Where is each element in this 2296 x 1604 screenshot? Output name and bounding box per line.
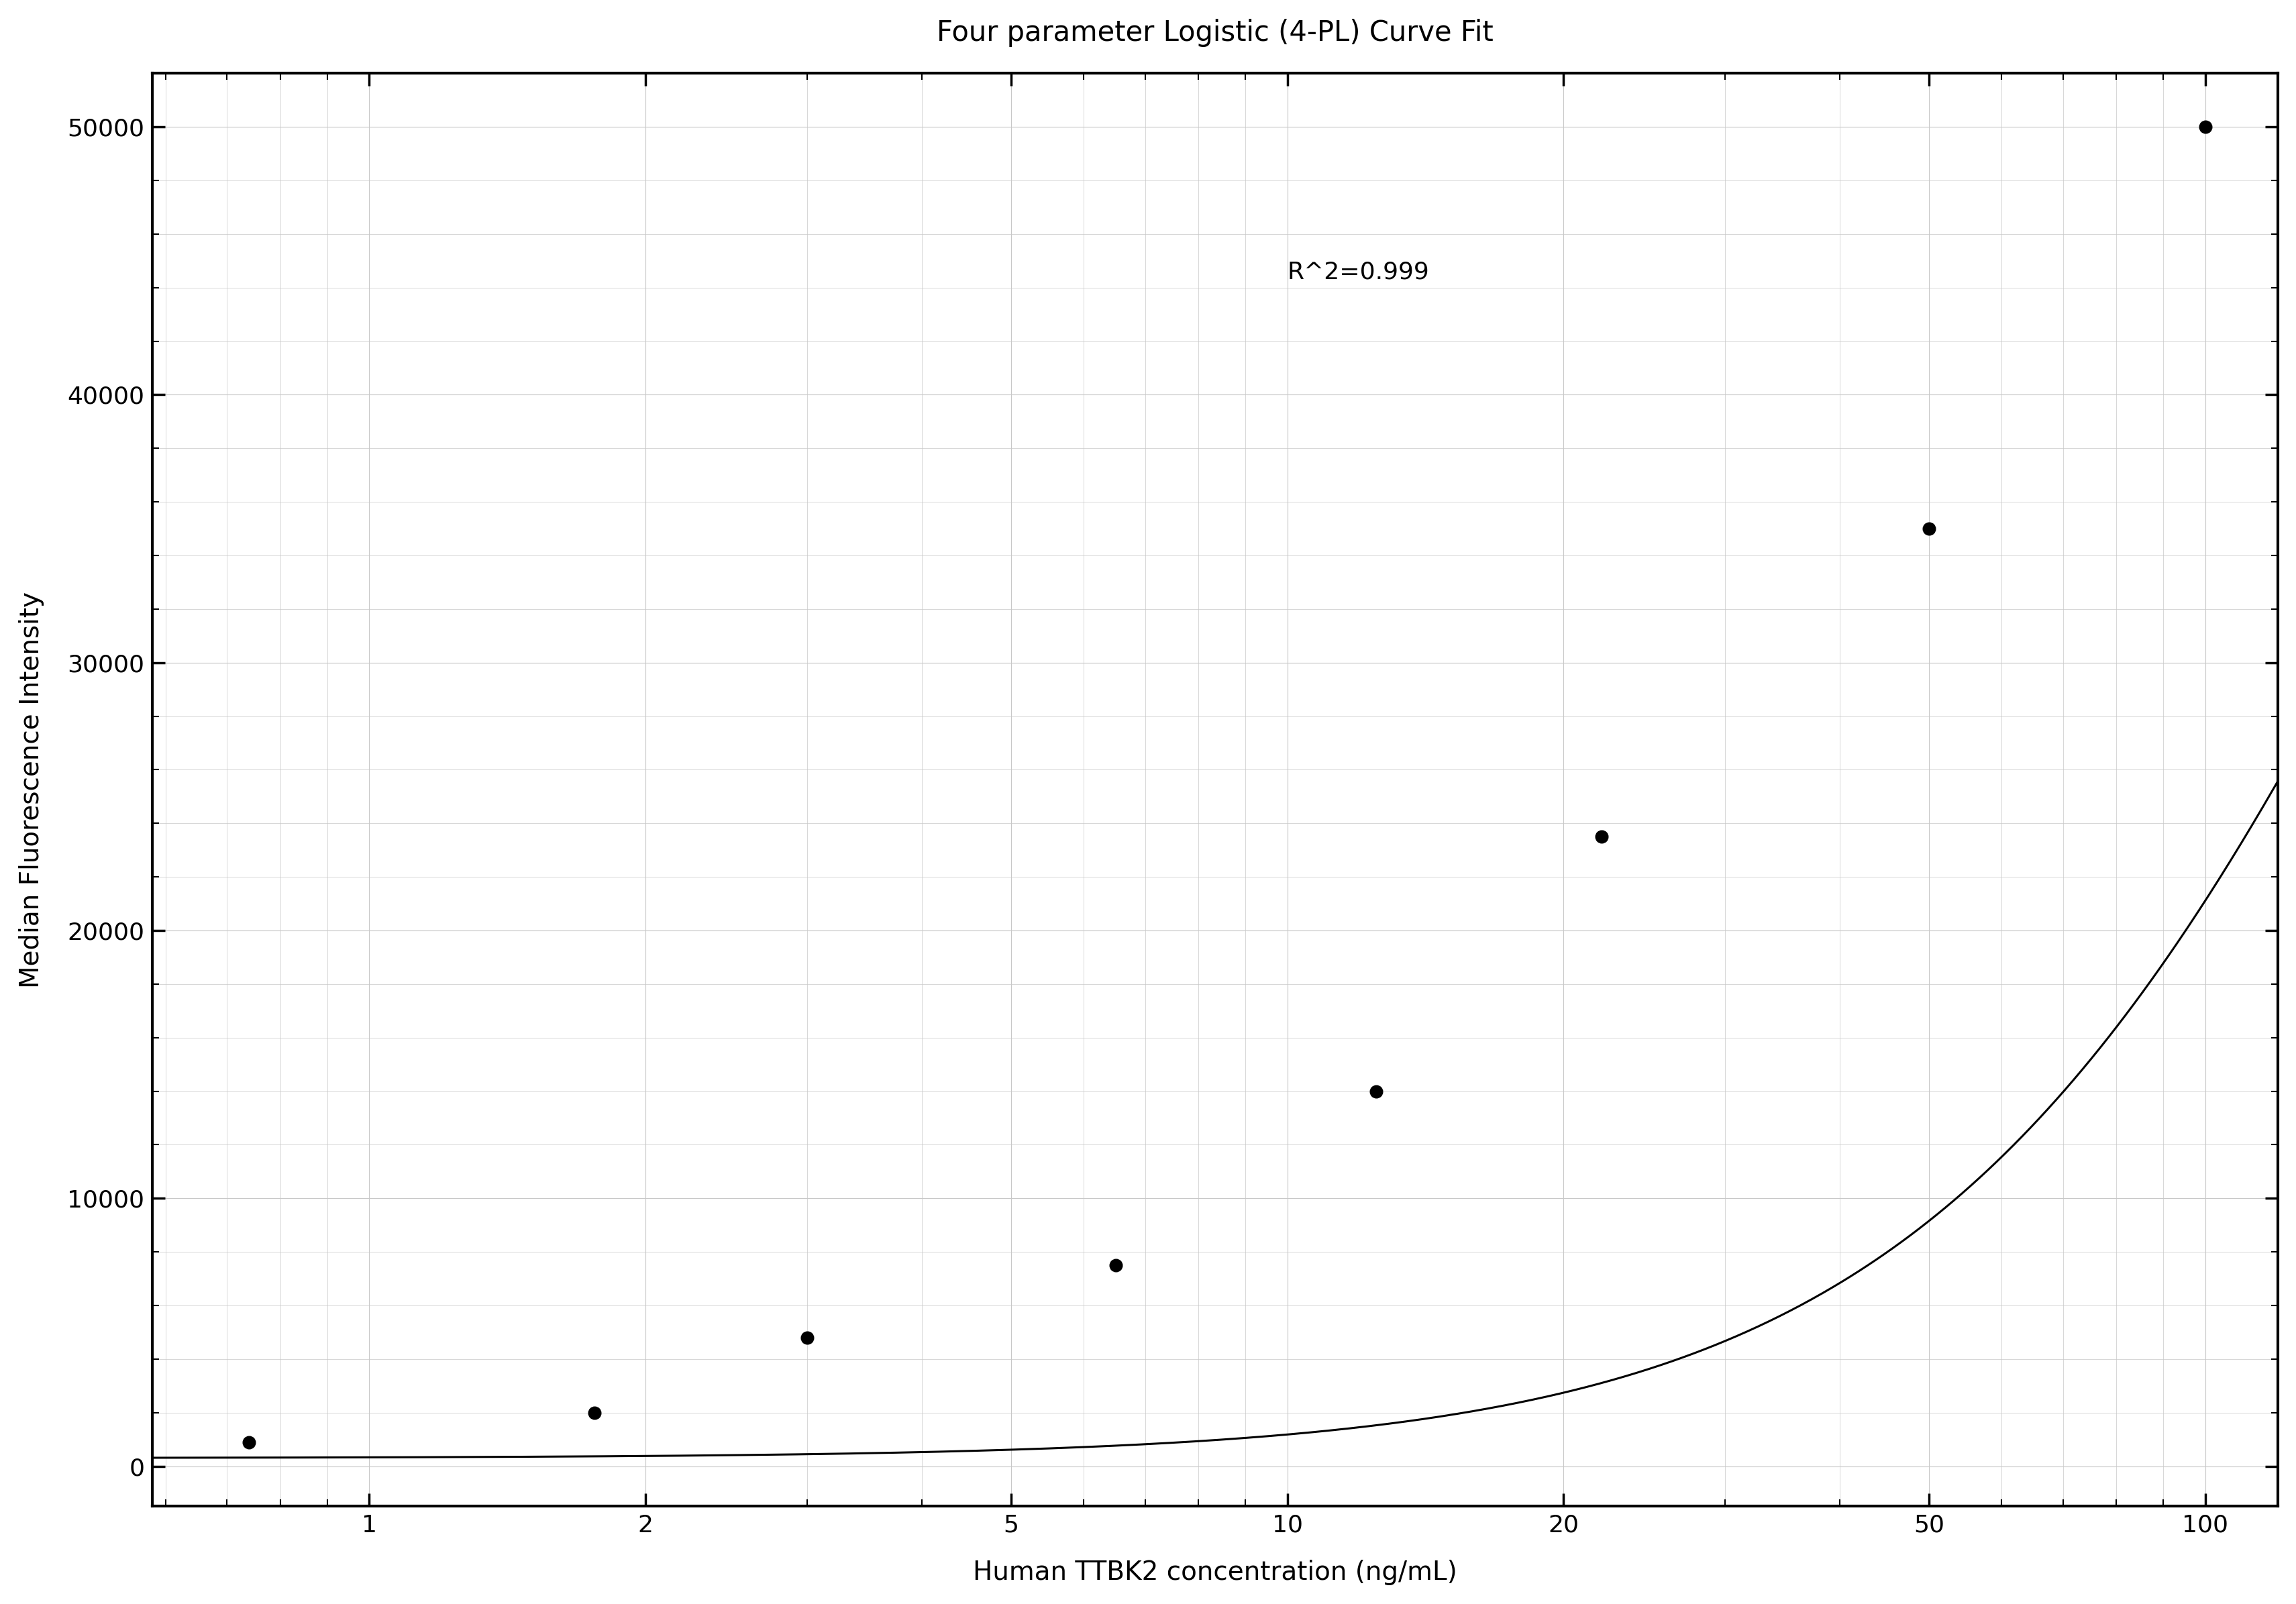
Point [2186,114,2223,140]
X-axis label: Human TTBK2 concentration (ng/mL): Human TTBK2 concentration (ng/mL) [974,1559,1456,1585]
Point [788,1325,824,1351]
Point [1097,1253,1134,1278]
Point [230,1429,266,1455]
Point [1582,824,1619,850]
Point [576,1400,613,1426]
Point [1357,1078,1394,1104]
Y-axis label: Median Fluorescence Intensity: Median Fluorescence Intensity [18,592,44,988]
Title: Four parameter Logistic (4-PL) Curve Fit: Four parameter Logistic (4-PL) Curve Fit [937,19,1492,47]
Text: R^2=0.999: R^2=0.999 [1288,261,1428,284]
Point [1910,516,1947,542]
